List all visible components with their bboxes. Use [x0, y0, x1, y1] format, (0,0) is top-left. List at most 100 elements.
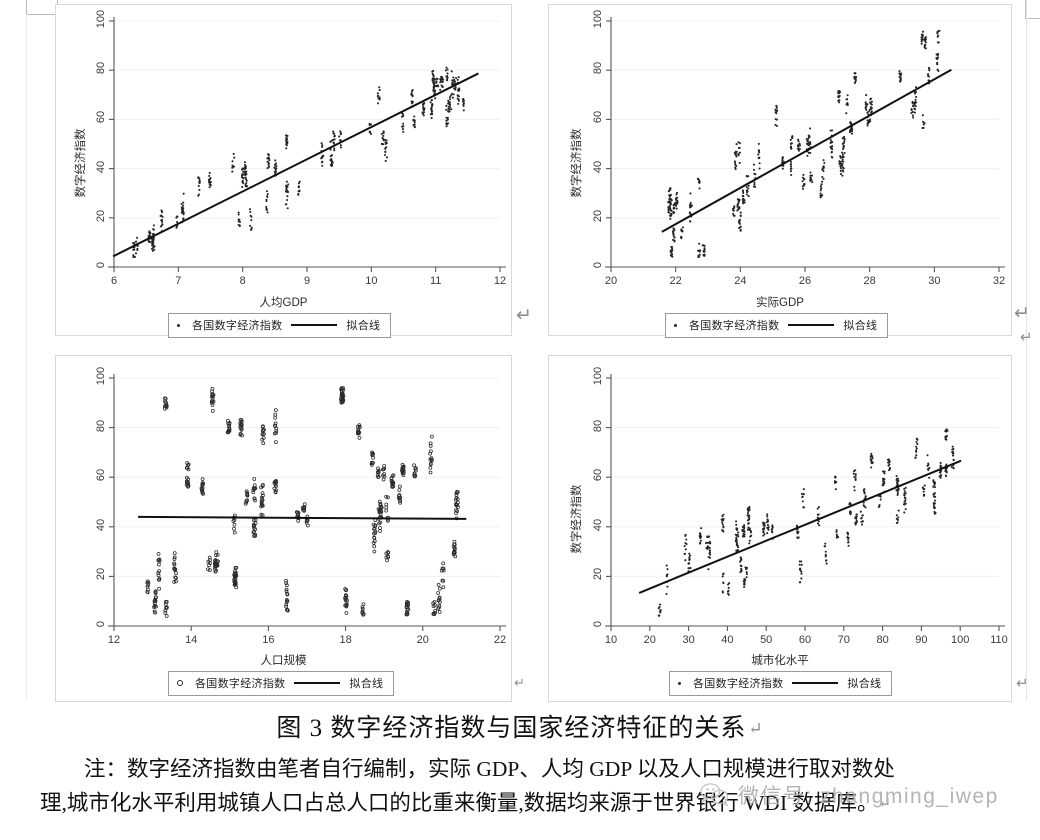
y-tick-label: 40	[95, 160, 107, 173]
x-tick-label: 18	[339, 634, 352, 646]
x-tick-label: 28	[863, 275, 876, 287]
x-tick-label: 32	[992, 275, 1006, 287]
x-tick-label: 100	[951, 634, 970, 646]
x-tick-label: 30	[682, 634, 695, 646]
y-tick-label: 80	[592, 419, 604, 432]
x-tick-label: 24	[734, 275, 747, 287]
y-tick-label: 0	[95, 261, 107, 269]
figure-caption-text: 图 3 数字经济指数与国家经济特征的关系	[276, 715, 747, 742]
fit-line-marker-icon	[294, 682, 341, 684]
y-tick-label: 60	[592, 111, 604, 124]
scatter-circle-marker-icon	[177, 680, 183, 686]
x-tick-label: 12	[107, 634, 121, 646]
note-return-mark: ↵	[878, 796, 892, 812]
y-tick-label: 60	[592, 469, 604, 482]
legend-scatter-label-2: 各国数字经济指数	[195, 678, 286, 690]
y-tick-label: 100	[95, 9, 107, 29]
x-tick-label: 9	[303, 275, 311, 287]
y-tick-label: 20	[592, 568, 604, 581]
x-tick-label: 70	[837, 634, 850, 646]
x-tick-label: 16	[262, 634, 275, 646]
x-tick-label: 30	[928, 275, 941, 287]
y-tick-label: 40	[592, 160, 604, 173]
figure-chart-grid: 数字经济指数 人均GDP 各国数字经济指数 拟合线 0 20 40 60 80 100 6 7…	[55, 4, 1033, 702]
scatter-dot-marker-icon	[177, 323, 180, 327]
y-tick-label: 80	[95, 62, 107, 75]
x-tick-label: 22	[493, 634, 507, 646]
y-tick-label: 100	[592, 366, 604, 386]
y-tick-label: 0	[592, 261, 604, 269]
legend-line-label-0: 拟合线	[346, 320, 381, 332]
x-axis-label-3: 城市化水平	[751, 655, 809, 667]
x-tick-label: 20	[416, 634, 429, 646]
x-tick-label: 22	[669, 275, 682, 287]
paragraph-return-mark: ↵	[1014, 303, 1030, 324]
figure-note-line-2: 理,城市化水平利用城镇人口占总人口的比重来衡量,数据均来源于世界银行 WDI 数…	[40, 791, 879, 815]
legend-line-label-3: 拟合线	[847, 678, 882, 690]
x-tick-label: 7	[175, 275, 182, 287]
x-tick-label: 110	[990, 634, 1008, 646]
chart-legend-3: 各国数字经济指数 拟合线	[669, 671, 893, 696]
y-tick-label: 80	[592, 62, 604, 75]
figure-caption: 图 3 数字经济指数与国家经济特征的关系 ↵	[0, 708, 1040, 744]
paragraph-return-mark: ↵	[1016, 675, 1029, 692]
legend-scatter-label-1: 各国数字经济指数	[689, 320, 780, 332]
y-axis-label-3: 数字经济指数	[571, 484, 583, 554]
fit-line-marker-icon	[291, 324, 338, 326]
y-tick-label: 80	[95, 419, 107, 432]
y-tick-label: 40	[592, 518, 604, 531]
x-axis-label-1: 实际GDP	[756, 297, 804, 309]
y-axis-label-1: 数字经济指数	[571, 128, 583, 198]
legend-line-label-1: 拟合线	[843, 320, 878, 332]
chart-legend-0: 各国数字经济指数 拟合线	[168, 313, 392, 338]
y-axis-label-0: 数字经济指数	[75, 128, 87, 198]
legend-line-label-2: 拟合线	[349, 678, 384, 690]
paragraph-return-mark: ↵	[1020, 329, 1033, 346]
x-tick-label: 12	[493, 275, 507, 287]
y-tick-label: 60	[95, 469, 107, 482]
x-axis-label-0: 人均GDP	[259, 297, 308, 309]
plot-area-real-gdp	[549, 5, 1011, 335]
y-tick-label: 100	[95, 366, 107, 386]
x-tick-label: 40	[721, 634, 734, 646]
legend-scatter-label-3: 各国数字经济指数	[693, 678, 784, 690]
plot-area-population	[56, 356, 511, 701]
x-tick-label: 26	[798, 275, 812, 287]
x-tick-label: 10	[365, 275, 378, 287]
page-rule-right	[1026, 0, 1027, 700]
y-tick-label: 20	[592, 209, 604, 222]
y-tick-label: 0	[95, 620, 107, 628]
scan-edge-artifact-right	[1025, 0, 1040, 19]
y-tick-label: 60	[95, 111, 107, 124]
paragraph-return-mark: ↵	[516, 305, 532, 326]
chart-panel-gdp-per-capita: 数字经济指数 人均GDP 各国数字经济指数 拟合线 0 20 40 60 80 100 6 7…	[55, 4, 512, 338]
y-tick-label: 40	[95, 518, 107, 531]
x-tick-label: 80	[876, 634, 889, 646]
y-tick-label: 20	[95, 568, 107, 581]
x-tick-label: 90	[915, 634, 928, 646]
y-tick-label: 0	[592, 620, 604, 628]
x-tick-label: 20	[643, 634, 656, 646]
paragraph-return-mark: ↵	[514, 675, 525, 690]
y-tick-label: 100	[592, 9, 604, 29]
chart-legend-1: 各国数字经济指数 拟合线	[665, 313, 889, 338]
figure-note: 注：数字经济指数由笔者自行编制，实际 GDP、人均 GDP 以及人口规模进行取对…	[40, 752, 1012, 821]
x-tick-label: 50	[760, 634, 773, 646]
x-tick-label: 14	[185, 634, 198, 646]
plot-area-urbanization	[549, 356, 1011, 701]
y-tick-label: 20	[95, 209, 107, 222]
page-rule-left	[26, 14, 27, 700]
x-tick-label: 20	[604, 275, 618, 287]
caption-return-mark: ↵	[748, 719, 764, 738]
figure-note-line-1: 注：数字经济指数由笔者自行编制，实际 GDP、人均 GDP 以及人口规模进行取对…	[84, 757, 895, 781]
legend-scatter-label-0: 各国数字经济指数	[192, 320, 283, 332]
x-tick-label: 60	[798, 634, 812, 646]
x-axis-label-2: 人口规模	[260, 655, 307, 667]
scatter-dot-marker-icon	[678, 681, 681, 685]
chart-panel-real-gdp: 数字经济指数 实际GDP 各国数字经济指数 拟合线 0 20 40 60 80 100 20…	[548, 4, 1012, 338]
chart-legend-2: 各国数字经济指数 拟合线	[168, 671, 395, 696]
x-tick-label: 11	[429, 275, 442, 287]
chart-panel-population: 人口规模 各国数字经济指数 拟合线 0 20 40 60 80 100 12 14 16 18 20…	[55, 355, 512, 702]
x-tick-label: 6	[110, 275, 118, 287]
